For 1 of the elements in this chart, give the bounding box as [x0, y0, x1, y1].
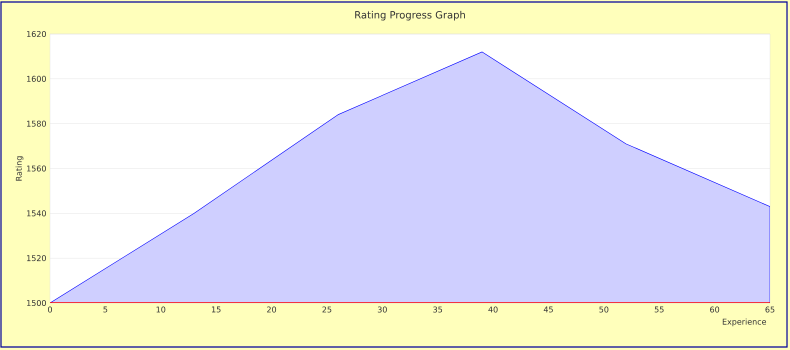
chart-title: Rating Progress Graph	[355, 10, 465, 21]
